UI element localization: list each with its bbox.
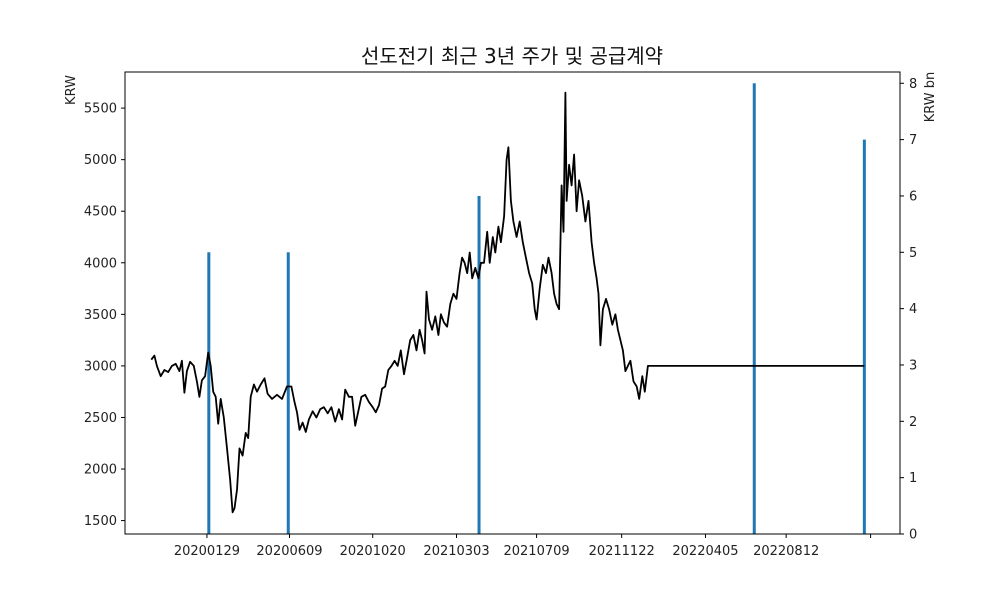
y2-tick-label: 2 <box>909 415 917 430</box>
line-layer <box>150 91 865 514</box>
y-axis-label: KRW <box>64 75 79 105</box>
plot-frame <box>124 71 901 535</box>
y-tick-label: 5000 <box>84 153 117 168</box>
y-axis-ticks: 1500 2000 2500 3000 3500 4000 4500 5000 5500 <box>84 102 125 529</box>
y2-tick-label: 1 <box>909 471 917 486</box>
y2-tick-label: 7 <box>909 133 917 148</box>
y-tick-label: 4000 <box>84 256 117 271</box>
y-tick-label: 2500 <box>84 411 117 426</box>
y2-tick-label: 5 <box>909 246 917 261</box>
y2-tick-label: 4 <box>909 302 917 317</box>
x-tick-label: 20220812 <box>753 544 819 559</box>
y2-tick-label: 6 <box>909 189 917 204</box>
y2-axis-label: KRW bn <box>923 72 938 123</box>
contract-bar <box>286 252 290 535</box>
bars-layer <box>207 83 866 535</box>
y2-tick-label: 3 <box>909 358 917 373</box>
x-axis-ticks: 20200129 20200609 20201020 20210303 20210709… <box>174 534 872 559</box>
y-tick-label: 3500 <box>84 308 117 323</box>
y-tick-label: 2000 <box>84 463 117 478</box>
x-tick-label: 20220405 <box>672 544 738 559</box>
x-tick-label: 20200609 <box>256 544 322 559</box>
contract-bar <box>862 139 866 535</box>
price-line <box>150 91 865 514</box>
x-tick-label: 20210709 <box>503 544 569 559</box>
y2-tick-label: 8 <box>909 77 917 92</box>
contract-bar <box>477 195 481 534</box>
y-tick-label: 5500 <box>84 102 117 117</box>
x-tick-label: 20211122 <box>589 544 655 559</box>
x-tick-label: 20200129 <box>174 544 240 559</box>
contract-bar <box>207 252 211 535</box>
x-tick-label: 20210303 <box>423 544 489 559</box>
x-tick-label: 20201020 <box>340 544 406 559</box>
y2-axis-ticks: 0 1 2 3 4 5 6 7 8 <box>900 77 917 543</box>
y-tick-label: 3000 <box>84 359 117 374</box>
y-tick-label: 1500 <box>84 514 117 529</box>
contract-bar <box>752 83 756 534</box>
chart-title: 선도전기 최근 3년 주가 및 공급계약 <box>361 44 663 68</box>
y-tick-label: 4500 <box>84 205 117 220</box>
y2-tick-label: 0 <box>909 528 917 543</box>
